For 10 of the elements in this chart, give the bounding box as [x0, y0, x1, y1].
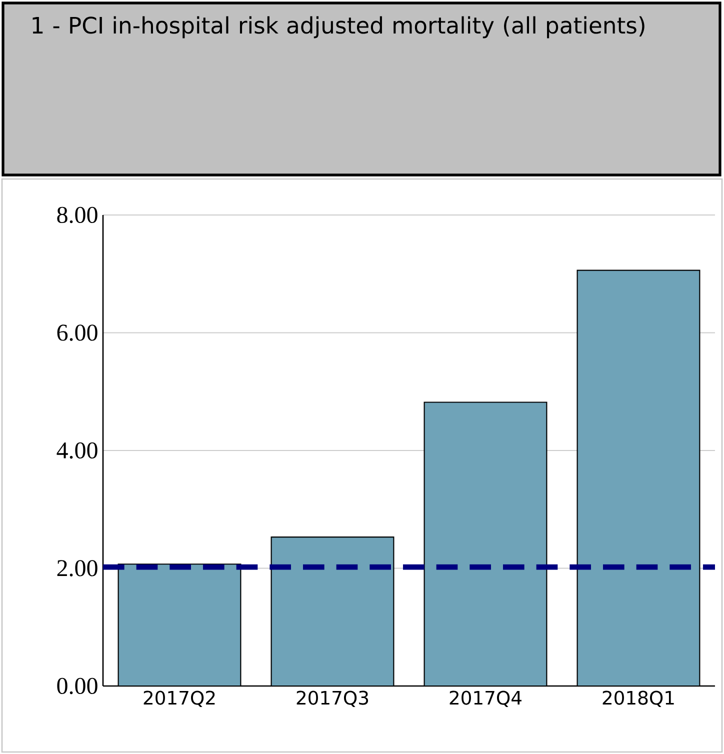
y-tick-label: 4.00 [56, 442, 98, 459]
y-tick-label: 2.00 [57, 560, 98, 576]
x-tick-label: 2017Q4 [450, 690, 522, 707]
chart-title: 1 - PCI in-hospital risk adjusted mortality (all patients) [32, 16, 644, 38]
x-tick-label: 2017Q2 [144, 690, 215, 707]
x-tick-label: 2017Q3 [296, 690, 368, 707]
x-tick-label: 2018Q1 [602, 690, 674, 707]
y-tick-label: 6.00 [57, 324, 98, 341]
y-tick-label: 8.00 [57, 206, 98, 224]
y-tick-label: 0.00 [57, 678, 98, 694]
